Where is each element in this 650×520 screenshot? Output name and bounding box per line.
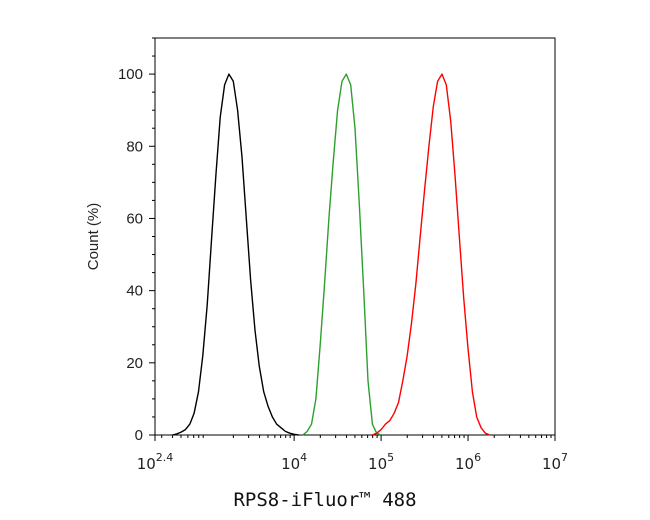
y-axis: 0 20 40 60 80 100 <box>118 37 155 444</box>
x-axis: 102.4 104 105 106 107 <box>137 435 568 473</box>
y-tick-label: 0 <box>135 427 143 444</box>
x-tick-label: 107 <box>542 451 568 473</box>
x-tick-label: 104 <box>281 451 307 473</box>
plot-area <box>154 37 556 436</box>
y-tick-label: 40 <box>126 283 143 300</box>
series-line-2 <box>302 73 382 436</box>
series-layer <box>172 73 491 436</box>
x-axis-label: RPS8-iFluor™ 488 <box>233 489 416 511</box>
series-line-1 <box>172 73 299 436</box>
y-tick-label: 100 <box>118 66 143 83</box>
series-line-3 <box>372 73 491 436</box>
y-tick-label: 80 <box>126 138 143 155</box>
x-tick-label: 106 <box>455 451 481 473</box>
x-tick-label: 105 <box>368 451 394 473</box>
y-axis-label: Count (%) <box>85 203 102 271</box>
y-tick-label: 60 <box>126 210 143 227</box>
plot-frame <box>154 37 556 436</box>
x-tick-label: 102.4 <box>137 451 174 473</box>
y-tick-label: 20 <box>126 355 143 372</box>
